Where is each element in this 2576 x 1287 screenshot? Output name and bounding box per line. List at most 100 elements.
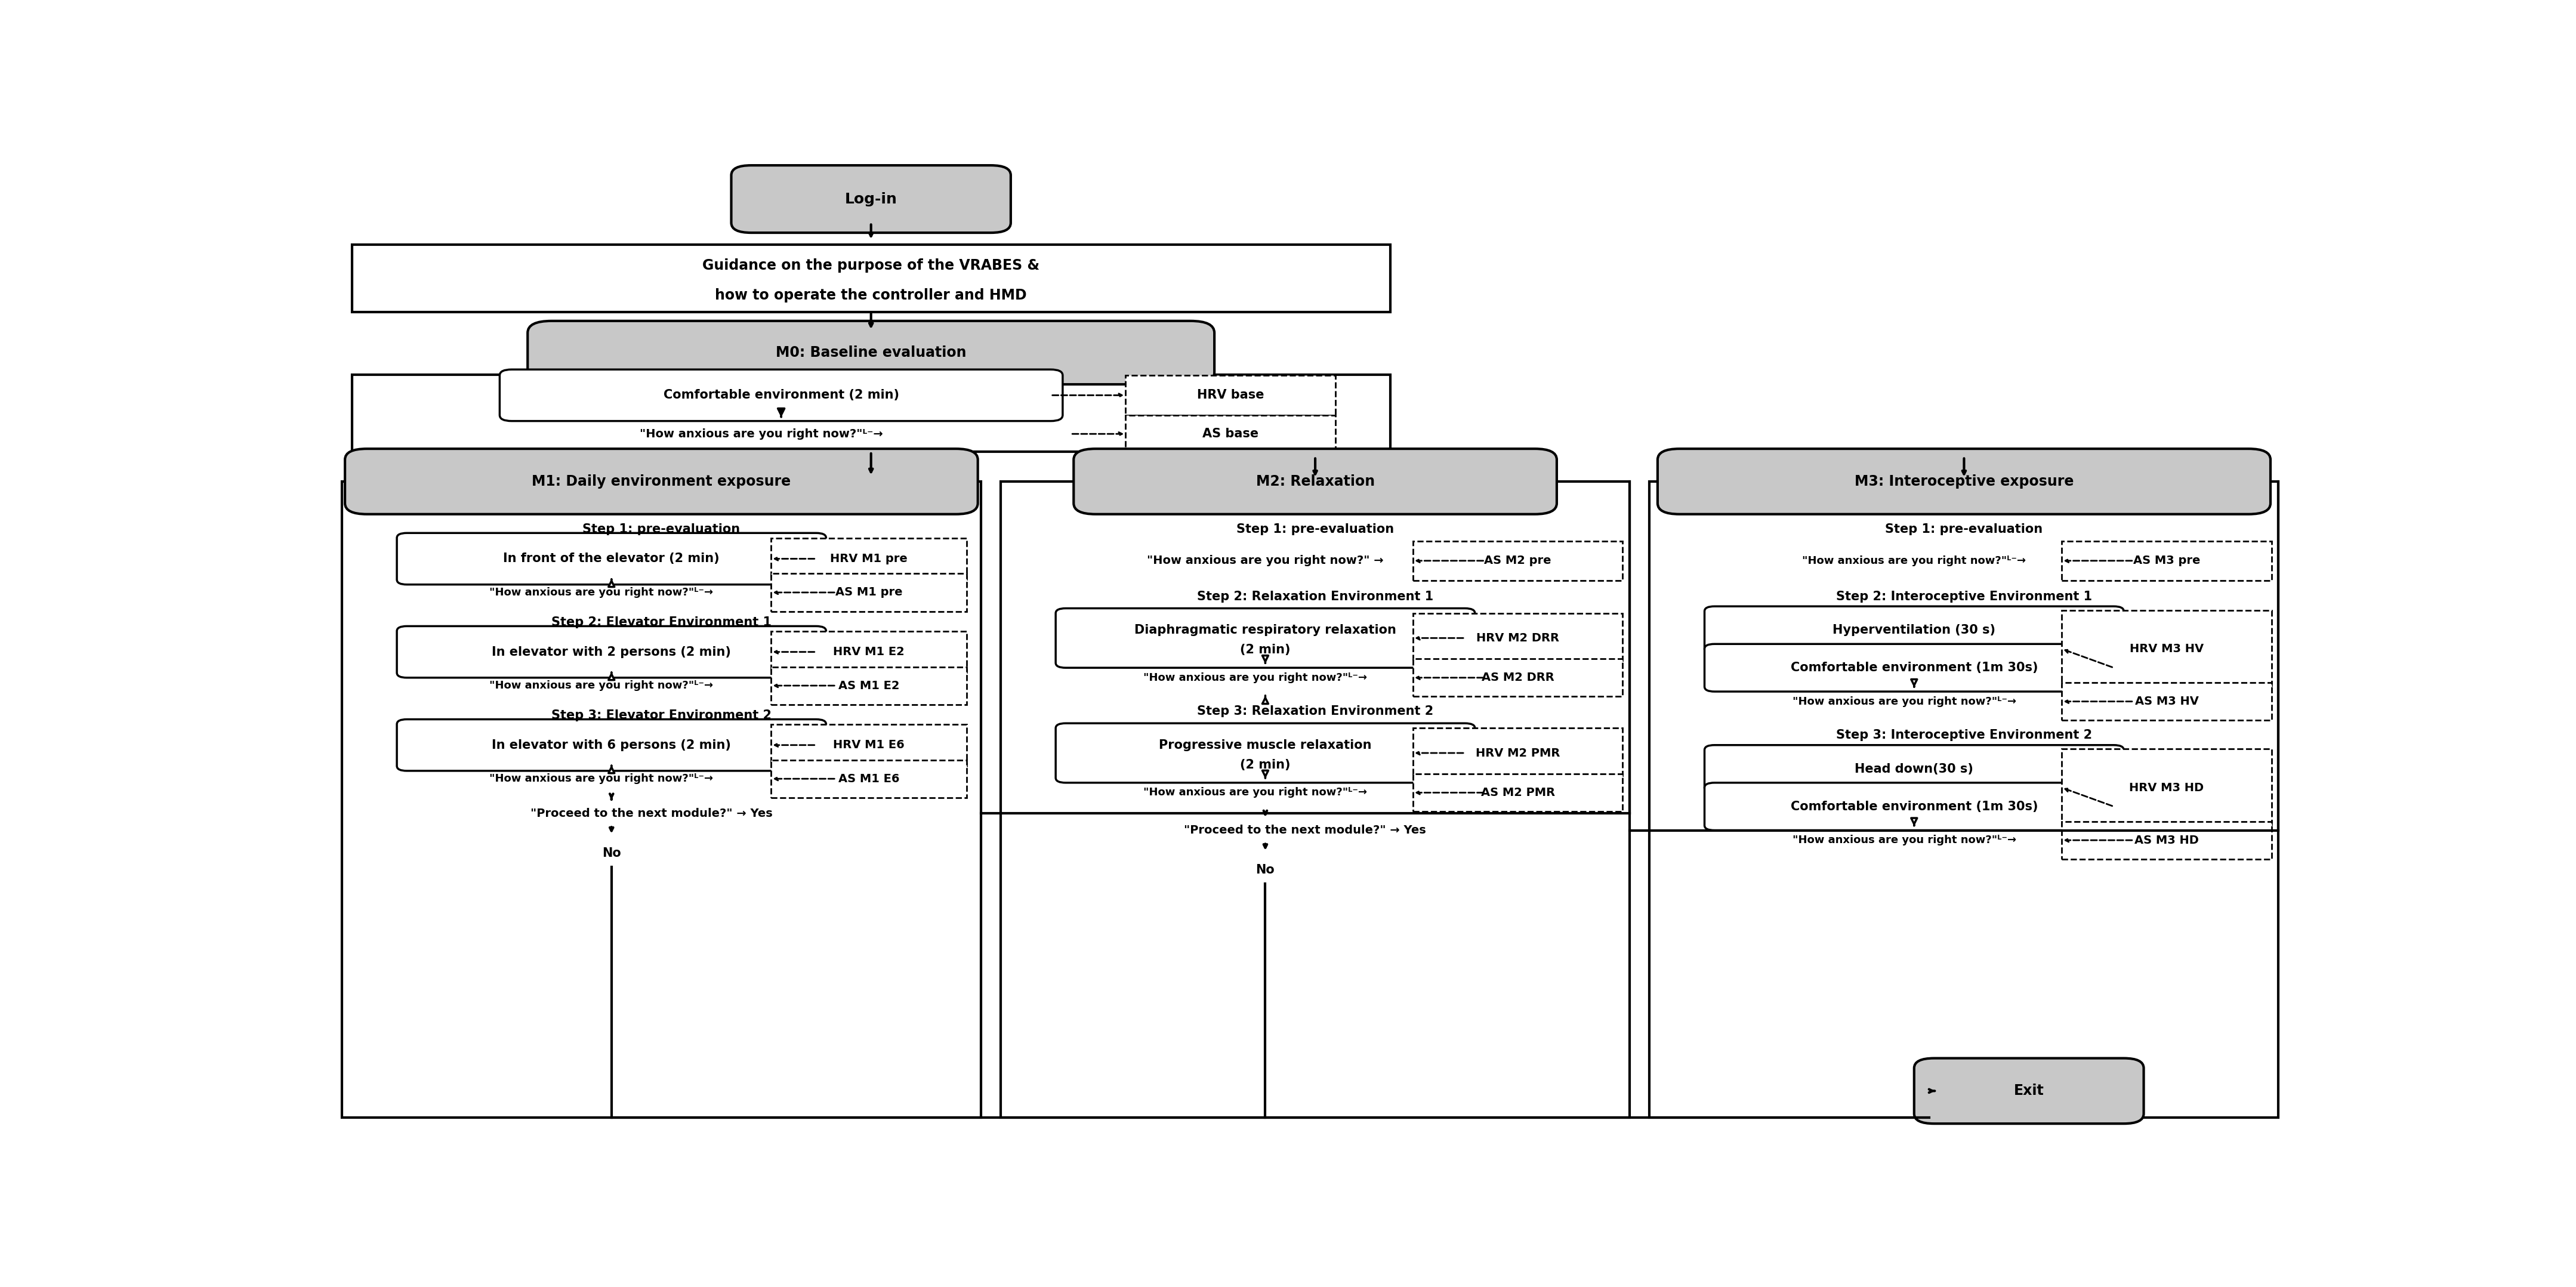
Text: AS M1 E2: AS M1 E2 [837,680,899,691]
Text: how to operate the controller and HMD: how to operate the controller and HMD [716,288,1028,302]
FancyBboxPatch shape [345,449,979,515]
Text: Comfortable environment (2 min): Comfortable environment (2 min) [665,389,899,402]
Text: "How anxious are you right now?"ᴸ⁻→: "How anxious are you right now?"ᴸ⁻→ [1793,696,2017,707]
Text: Comfortable environment (1m 30s): Comfortable environment (1m 30s) [1790,801,2038,812]
Text: "Proceed to the next module?" → Yes: "Proceed to the next module?" → Yes [531,808,773,819]
Text: AS M1 E6: AS M1 E6 [837,773,899,785]
Text: (2 min): (2 min) [1239,759,1291,771]
Text: Step 2: Elevator Environment 1: Step 2: Elevator Environment 1 [551,616,770,628]
Bar [343,481,981,1117]
FancyBboxPatch shape [1705,745,2123,793]
Text: "Proceed to the next module?" → Yes: "Proceed to the next module?" → Yes [1185,825,1427,837]
Text: Step 3: Relaxation Environment 2: Step 3: Relaxation Environment 2 [1198,705,1432,717]
Text: Progressive muscle relaxation: Progressive muscle relaxation [1159,739,1370,752]
Text: AS M3 HV: AS M3 HV [2136,696,2197,707]
Text: Head down(30 s): Head down(30 s) [1855,763,1973,775]
FancyBboxPatch shape [1414,541,1623,580]
FancyBboxPatch shape [397,627,827,678]
Text: HRV M1 pre: HRV M1 pre [829,553,907,565]
Text: HRV M3 HD: HRV M3 HD [2130,782,2205,793]
Text: AS base: AS base [1203,429,1260,440]
FancyBboxPatch shape [397,719,827,771]
FancyBboxPatch shape [1126,376,1334,416]
Text: "How anxious are you right now?"ᴸ⁻→: "How anxious are you right now?"ᴸ⁻→ [639,429,884,440]
Text: Log-in: Log-in [845,192,896,206]
FancyBboxPatch shape [2061,749,2272,826]
Text: Guidance on the purpose of the VRABES &: Guidance on the purpose of the VRABES & [703,259,1041,273]
Text: "How anxious are you right now?"ᴸ⁻→: "How anxious are you right now?"ᴸ⁻→ [489,587,714,598]
Text: "How anxious are you right now?"ᴸ⁻→: "How anxious are you right now?"ᴸ⁻→ [1144,788,1368,798]
Text: AS M2 DRR: AS M2 DRR [1481,672,1553,683]
Text: M0: Baseline evaluation: M0: Baseline evaluation [775,345,966,360]
Text: Step 1: pre-evaluation: Step 1: pre-evaluation [1886,523,2043,535]
FancyBboxPatch shape [2061,541,2272,580]
FancyBboxPatch shape [770,574,966,611]
FancyBboxPatch shape [1414,659,1623,696]
FancyBboxPatch shape [2061,821,2272,858]
FancyBboxPatch shape [397,533,827,584]
FancyBboxPatch shape [1656,449,2269,515]
Text: M1: Daily environment exposure: M1: Daily environment exposure [531,475,791,489]
Text: Exit: Exit [2014,1084,2045,1098]
FancyBboxPatch shape [1414,614,1623,663]
FancyBboxPatch shape [770,667,966,704]
Text: No: No [603,847,621,858]
Text: Hyperventilation (30 s): Hyperventilation (30 s) [1832,624,1996,636]
FancyBboxPatch shape [1705,644,2123,691]
Text: In front of the elevator (2 min): In front of the elevator (2 min) [502,553,719,565]
Text: AS M3 pre: AS M3 pre [2133,555,2200,566]
Text: HRV M1 E2: HRV M1 E2 [832,646,904,658]
FancyBboxPatch shape [1126,416,1334,453]
Text: No: No [1257,864,1275,876]
Text: M3: Interoceptive exposure: M3: Interoceptive exposure [1855,475,2074,489]
Text: Step 2: Interoceptive Environment 1: Step 2: Interoceptive Environment 1 [1837,591,2092,602]
Text: AS M2 PMR: AS M2 PMR [1481,786,1556,798]
FancyBboxPatch shape [770,538,966,579]
FancyBboxPatch shape [732,165,1010,233]
FancyBboxPatch shape [1705,606,2123,654]
FancyBboxPatch shape [1914,1058,2143,1124]
Text: Step 3: Elevator Environment 2: Step 3: Elevator Environment 2 [551,709,770,721]
Text: Step 1: pre-evaluation: Step 1: pre-evaluation [1236,523,1394,535]
FancyBboxPatch shape [770,631,966,673]
Text: Step 3: Interoceptive Environment 2: Step 3: Interoceptive Environment 2 [1837,730,2092,741]
Text: Diaphragmatic respiratory relaxation: Diaphragmatic respiratory relaxation [1133,624,1396,636]
Text: In elevator with 2 persons (2 min): In elevator with 2 persons (2 min) [492,646,732,658]
FancyBboxPatch shape [2061,610,2272,687]
Text: HRV M2 PMR: HRV M2 PMR [1476,748,1561,758]
Text: HRV M3 HV: HRV M3 HV [2130,644,2202,655]
Bar [1002,481,1631,1117]
Text: HRV M1 E6: HRV M1 E6 [832,740,904,750]
Text: Comfortable environment (1m 30s): Comfortable environment (1m 30s) [1790,662,2038,673]
Text: AS M3 HD: AS M3 HD [2136,834,2200,846]
FancyBboxPatch shape [1074,449,1556,515]
Text: "How anxious are you right now?"ᴸ⁻→: "How anxious are you right now?"ᴸ⁻→ [1793,835,2017,846]
FancyBboxPatch shape [1056,609,1476,668]
FancyBboxPatch shape [528,320,1213,385]
Bar [353,375,1391,452]
FancyBboxPatch shape [500,369,1064,421]
FancyBboxPatch shape [1056,723,1476,782]
Text: Step 1: pre-evaluation: Step 1: pre-evaluation [582,523,739,535]
FancyBboxPatch shape [2061,682,2272,721]
Text: M2: Relaxation: M2: Relaxation [1255,475,1376,489]
Text: AS M1 pre: AS M1 pre [835,587,902,598]
Text: In elevator with 6 persons (2 min): In elevator with 6 persons (2 min) [492,739,732,752]
FancyBboxPatch shape [1414,728,1623,777]
Text: HRV M2 DRR: HRV M2 DRR [1476,632,1558,644]
Text: "How anxious are you right now?"ᴸ⁻→: "How anxious are you right now?"ᴸ⁻→ [489,773,714,784]
Text: "How anxious are you right now?"ᴸ⁻→: "How anxious are you right now?"ᴸ⁻→ [1144,672,1368,683]
Bar [353,245,1391,311]
FancyBboxPatch shape [1705,782,2123,830]
Text: "How anxious are you right now?"ᴸ⁻→: "How anxious are you right now?"ᴸ⁻→ [1803,556,2027,566]
Text: AS M2 pre: AS M2 pre [1484,555,1551,566]
Text: "How anxious are you right now?"ᴸ⁻→: "How anxious are you right now?"ᴸ⁻→ [489,681,714,691]
FancyBboxPatch shape [1414,773,1623,812]
Text: (2 min): (2 min) [1239,644,1291,656]
Text: HRV base: HRV base [1198,389,1265,402]
FancyBboxPatch shape [770,725,966,766]
Text: Step 2: Relaxation Environment 1: Step 2: Relaxation Environment 1 [1198,591,1432,602]
Bar [1649,481,2277,1117]
FancyBboxPatch shape [770,759,966,798]
Text: "How anxious are you right now?" →: "How anxious are you right now?" → [1146,555,1383,566]
